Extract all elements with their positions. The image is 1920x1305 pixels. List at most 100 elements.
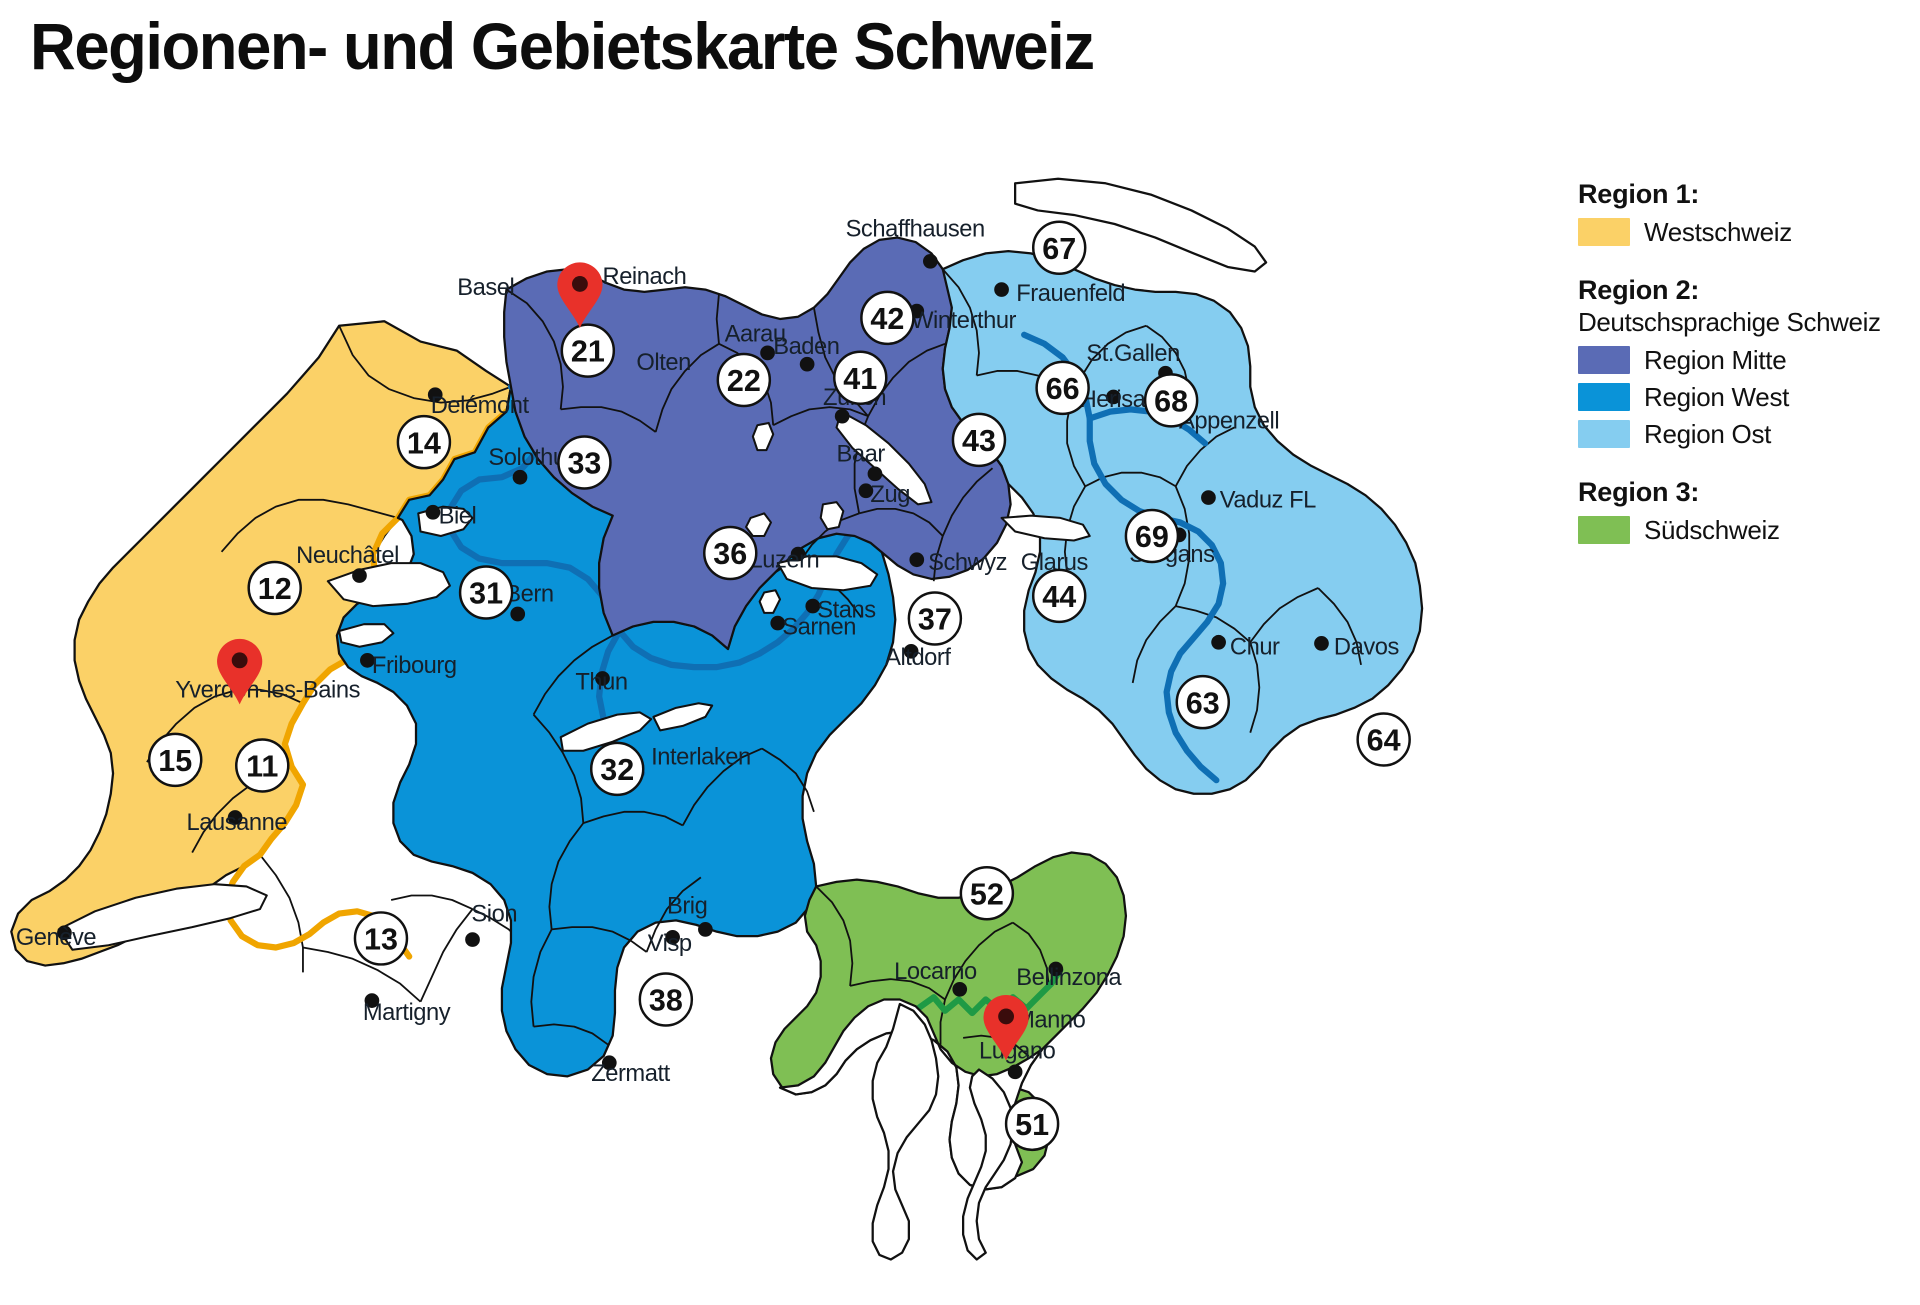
badge-circle[interactable] [557, 435, 612, 490]
city-neuch-tel: Neuchâtel [296, 543, 399, 583]
location-pin-icon[interactable] [557, 262, 603, 328]
area-badge-38[interactable]: 38 [638, 972, 694, 1027]
city-label: Baar [837, 441, 886, 467]
badge-circle[interactable] [951, 412, 1007, 468]
city-label: Thun [575, 670, 627, 696]
city-label: Appenzell [1179, 409, 1279, 435]
area-badge-36[interactable]: 36 [703, 525, 758, 581]
badge-number: 52 [970, 877, 1004, 911]
area-badge-31[interactable]: 31 [458, 565, 514, 620]
badge-circle[interactable] [353, 911, 409, 966]
legend-label-region-ost: Region Ost [1644, 418, 1772, 449]
badge-circle[interactable] [716, 352, 772, 408]
area-badge-11[interactable]: 11 [235, 738, 290, 793]
city-lugano: Lugano [979, 1038, 1056, 1080]
legend-item-region-mitte[interactable]: Region Mitte [1578, 345, 1918, 376]
map-pin-layer[interactable] [217, 262, 1029, 1061]
badge-circle[interactable] [1356, 712, 1411, 767]
city-label: Zermatt [591, 1061, 670, 1087]
legend-item-westschweiz[interactable]: Westschweiz [1578, 217, 1918, 248]
pin-center-dot [231, 652, 248, 669]
badge-circle[interactable] [396, 414, 452, 470]
badge-circle[interactable] [1031, 220, 1087, 275]
area-badge-41[interactable]: 41 [833, 350, 888, 405]
area-badge-22[interactable]: 22 [716, 352, 772, 408]
badge-circle[interactable] [589, 741, 645, 797]
lake-zurich [835, 410, 933, 506]
badge-number: 31 [469, 577, 503, 611]
area-badge-68[interactable]: 68 [1143, 373, 1199, 428]
map-pin-manno[interactable] [983, 994, 1029, 1061]
city-dot [465, 932, 480, 947]
badge-circle[interactable] [458, 565, 514, 620]
city-lausanne: Lausanne [187, 810, 288, 836]
city-label: Sion [471, 901, 517, 927]
city-vaduz-fl: Vaduz FL [1201, 488, 1317, 514]
city-dot [425, 504, 441, 520]
badge-circle[interactable] [959, 865, 1015, 921]
map-pin-reinach[interactable] [557, 262, 603, 328]
location-pin-icon[interactable] [217, 638, 263, 705]
badge-circle[interactable] [1143, 373, 1199, 428]
badge-circle[interactable] [235, 738, 290, 793]
badge-circle[interactable] [1124, 508, 1180, 564]
badge-circle[interactable] [560, 323, 616, 378]
city-dot [1201, 490, 1216, 505]
legend-subtitle-region-2: Deutschsprachige Schweiz [1578, 306, 1881, 337]
legend-item-suedschweiz[interactable]: Südschweiz [1578, 515, 1918, 546]
badge-circle[interactable] [1004, 1096, 1060, 1152]
area-badge-layer[interactable]: 11 12 13 14 15 21 22 31 32 33 36 37 38 41 42 43 44 51 52 63… [147, 220, 1411, 1152]
city-davos: Davos [1314, 635, 1399, 661]
area-badge-43[interactable]: 43 [951, 412, 1007, 468]
location-pin-icon[interactable] [983, 994, 1029, 1061]
area-badge-37[interactable]: 37 [907, 591, 963, 646]
city-sion: Sion [465, 901, 518, 947]
area-badge-32[interactable]: 32 [589, 741, 645, 797]
area-badge-52[interactable]: 52 [959, 865, 1015, 921]
area-badge-64[interactable]: 64 [1356, 712, 1411, 767]
badge-circle[interactable] [703, 525, 758, 581]
legend-item-region-ost[interactable]: Region Ost [1578, 419, 1918, 450]
badge-circle[interactable] [907, 591, 963, 646]
city-dot [510, 606, 526, 622]
city-schwyz: Schwyz [909, 550, 1008, 576]
badge-number: 12 [258, 572, 292, 606]
area-badge-13[interactable]: 13 [353, 911, 409, 966]
switzerland-map[interactable]: Basel Reinach Delémont Olten Aarau Baden Schaf… [0, 120, 1560, 1300]
area-badge-21[interactable]: 21 [560, 323, 616, 378]
city-label: Chur [1230, 635, 1280, 661]
area-badge-33[interactable]: 33 [557, 435, 612, 490]
badge-circle[interactable] [638, 972, 694, 1027]
city-label: Martigny [363, 1000, 451, 1026]
badge-circle[interactable] [833, 350, 888, 405]
badge-circle[interactable] [1031, 568, 1087, 624]
city-chur: Chur [1211, 635, 1281, 661]
area-badge-14[interactable]: 14 [396, 414, 452, 470]
city-dot [770, 615, 786, 631]
city-dot [952, 981, 968, 997]
area-badge-69[interactable]: 69 [1124, 508, 1180, 564]
city-dot [790, 546, 806, 562]
area-badge-67[interactable]: 67 [1031, 220, 1087, 275]
city-label: Aarau [725, 322, 786, 348]
color-swatch-suedschweiz [1578, 516, 1630, 545]
area-badge-63[interactable]: 63 [1175, 674, 1231, 730]
city-dot [665, 929, 680, 945]
legend-item-region-west[interactable]: Region West [1578, 382, 1918, 413]
area-badge-66[interactable]: 66 [1035, 360, 1090, 416]
area-badge-15[interactable]: 15 [147, 732, 203, 788]
badge-number: 51 [1015, 1108, 1049, 1142]
area-badge-12[interactable]: 12 [247, 560, 302, 616]
area-badge-44[interactable]: 44 [1031, 568, 1087, 624]
badge-circle[interactable] [860, 290, 915, 346]
area-badge-51[interactable]: 51 [1004, 1096, 1060, 1152]
badge-circle[interactable] [1035, 360, 1090, 416]
map-pin-yverdon-les-bains[interactable] [217, 638, 263, 705]
badge-circle[interactable] [1175, 674, 1231, 730]
badge-circle[interactable] [247, 560, 302, 616]
city-label: Luzern [749, 548, 819, 574]
badge-circle[interactable] [147, 732, 203, 788]
area-badge-42[interactable]: 42 [860, 290, 915, 346]
city-del-mont: Delémont [427, 387, 530, 419]
